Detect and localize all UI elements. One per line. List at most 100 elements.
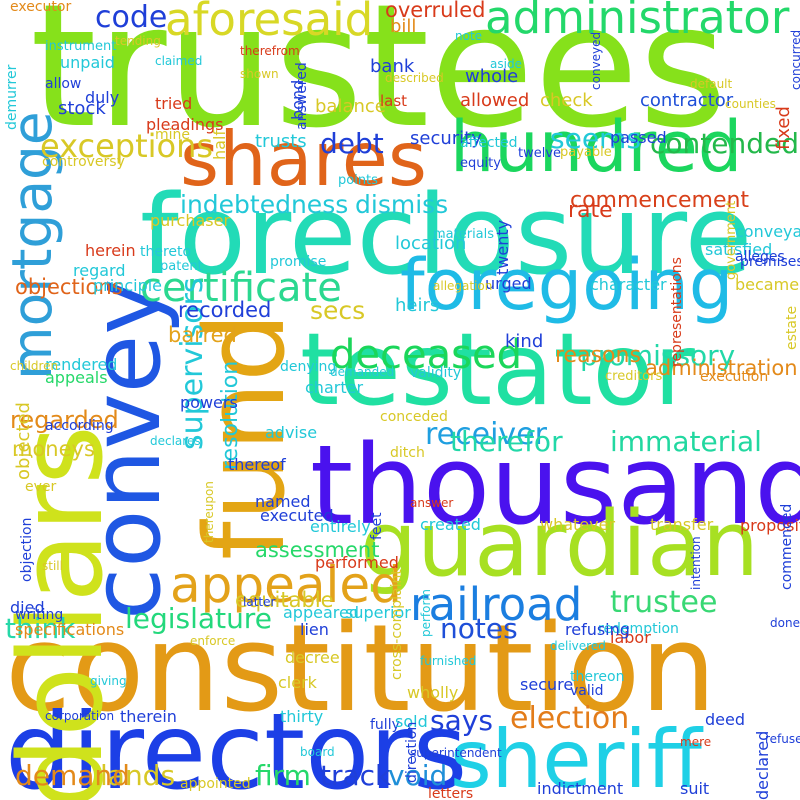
word-cross-complaint: cross-complaint bbox=[389, 569, 405, 680]
word-bank: bank bbox=[370, 56, 415, 77]
word-contractor: contractor bbox=[640, 90, 734, 111]
word-charter: charter bbox=[305, 378, 364, 397]
word-constitution: constitution bbox=[5, 600, 717, 739]
word-moneys: moneys bbox=[12, 437, 95, 461]
word-satisfied: satisfied bbox=[705, 240, 773, 259]
word-described: described bbox=[385, 71, 444, 85]
word-seems: seems bbox=[550, 122, 641, 155]
word-tried: tried bbox=[155, 94, 193, 113]
word-appeals: appeals bbox=[45, 368, 108, 387]
word-validity: validity bbox=[410, 365, 462, 381]
word-code: code bbox=[95, 0, 168, 35]
word-proposition: proposition bbox=[740, 516, 800, 535]
word-created: created bbox=[420, 515, 481, 534]
word-recorded: recorded bbox=[178, 298, 272, 322]
word-barred: barred bbox=[168, 323, 237, 347]
word-refused: refused bbox=[765, 732, 800, 746]
word-half: half bbox=[210, 129, 229, 160]
word-answer: answer bbox=[410, 496, 454, 510]
word-letters: letters bbox=[428, 786, 474, 800]
word-affected: affected bbox=[460, 135, 518, 151]
word-aforesaid: aforesaid bbox=[165, 0, 374, 46]
word-administration: administration bbox=[645, 356, 798, 380]
word-creditors: creditors bbox=[605, 369, 663, 384]
word-equitable: equitable bbox=[235, 588, 334, 612]
word-regarded: regarded bbox=[10, 406, 119, 434]
word-secs: secs bbox=[310, 296, 366, 325]
word-dismiss: dismiss bbox=[355, 190, 449, 219]
word-tending: tending bbox=[115, 34, 161, 48]
word-thereto: thereto bbox=[140, 244, 192, 260]
word-demand: demand bbox=[15, 759, 130, 792]
word-decree: decree bbox=[285, 648, 340, 667]
word-premises: premises bbox=[740, 254, 800, 270]
word-deceased: deceased bbox=[330, 332, 522, 378]
word-contended: contended bbox=[650, 127, 799, 160]
word-principle: principle bbox=[93, 276, 163, 295]
word-allow: allow bbox=[45, 76, 82, 92]
word-claimed: claimed bbox=[155, 54, 203, 68]
word-superintendent: superintendent bbox=[410, 746, 502, 760]
word-indebtedness: indebtedness bbox=[180, 190, 349, 219]
word-performed: performed bbox=[315, 553, 399, 572]
word-testator: testator bbox=[300, 311, 695, 428]
word-location: location bbox=[395, 233, 467, 254]
word-trustees: trustees bbox=[30, 0, 728, 166]
word-denying: denying bbox=[280, 359, 337, 375]
word-feet: feet bbox=[369, 512, 385, 540]
word-twenty: twenty bbox=[493, 219, 512, 275]
word-corporation: corporation bbox=[45, 709, 115, 723]
word-void: void bbox=[388, 759, 448, 792]
word-last: last bbox=[380, 92, 408, 110]
word-receiver: receiver bbox=[425, 417, 547, 452]
word-wholly: wholly bbox=[407, 683, 459, 702]
word-character: character bbox=[590, 275, 667, 294]
word-named: named bbox=[255, 492, 311, 511]
word-therein: therein bbox=[120, 707, 177, 726]
word-rate: rate bbox=[568, 198, 613, 223]
word-therefrom: therefrom bbox=[240, 44, 300, 58]
word-mine: mine bbox=[155, 127, 191, 143]
word-board: board bbox=[300, 745, 335, 759]
word-promise: promise bbox=[270, 254, 327, 270]
word-track: track bbox=[320, 759, 392, 792]
word-trusts: trusts bbox=[255, 131, 307, 152]
word-intention: intention bbox=[689, 536, 703, 590]
word-twelve: twelve bbox=[518, 146, 562, 161]
word-powers: powers bbox=[180, 393, 238, 412]
word-concurred: concurred bbox=[789, 29, 800, 90]
word-declares: declares bbox=[150, 434, 201, 448]
word-redemption: redemption bbox=[598, 621, 679, 637]
word-advise: advise bbox=[265, 423, 318, 442]
word-deed: deed bbox=[705, 710, 745, 729]
word-balance: balance bbox=[315, 96, 386, 117]
word-resolution: resolution bbox=[218, 360, 243, 470]
word-conveyance: conveyance bbox=[735, 222, 800, 241]
word-ditch: ditch bbox=[390, 445, 425, 461]
word-aside: aside bbox=[490, 57, 522, 71]
word-estate: estate bbox=[784, 305, 800, 350]
word-valid: valid bbox=[570, 683, 604, 699]
word-sheriff: sheriff bbox=[450, 713, 702, 800]
word-sold: sold bbox=[395, 712, 428, 731]
word-trustee: trustee bbox=[610, 585, 718, 620]
word-unpaid: unpaid bbox=[60, 53, 115, 72]
word-secure: secure bbox=[520, 675, 574, 694]
word-government: government bbox=[724, 200, 739, 280]
word-railroad: railroad bbox=[410, 578, 583, 631]
word-points: points bbox=[338, 173, 378, 188]
word-shown: shown bbox=[240, 67, 279, 81]
word-thereof: thereof bbox=[228, 455, 286, 474]
word-conveyed: conveyed bbox=[589, 31, 603, 90]
word-purchaser: purchaser bbox=[150, 211, 231, 230]
word-perform: perform bbox=[419, 589, 433, 637]
word-firm: firm bbox=[255, 759, 311, 792]
word-indictment: indictment bbox=[537, 779, 624, 798]
word-materials: materials bbox=[433, 227, 495, 242]
word-promissory: promissory bbox=[580, 339, 736, 372]
word-ever: ever bbox=[25, 479, 57, 495]
word-controversy: controversy bbox=[42, 154, 125, 170]
word-died: died bbox=[10, 598, 45, 617]
word-objection: objection bbox=[19, 517, 35, 582]
